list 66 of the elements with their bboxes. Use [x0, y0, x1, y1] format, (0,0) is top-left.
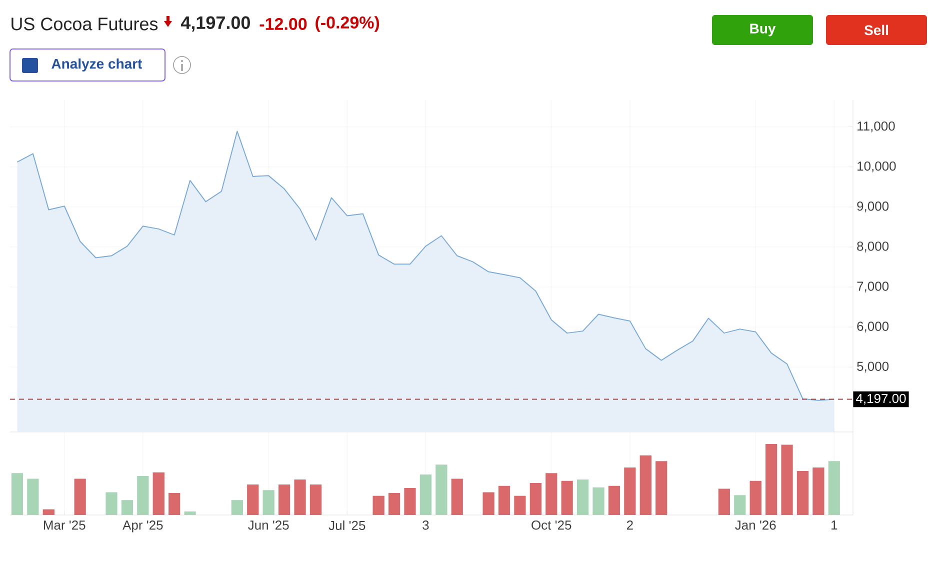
y-tick-label: 10,000	[858, 161, 896, 172]
bar	[482, 492, 494, 515]
bar	[74, 478, 86, 515]
text: 4,197.00	[180, 16, 250, 32]
bar	[498, 486, 510, 515]
x-tick-label: Jul '25	[328, 520, 366, 530]
bar	[372, 496, 384, 515]
bar	[247, 484, 259, 515]
bar	[11, 473, 24, 515]
bar	[608, 486, 620, 515]
bar	[137, 476, 149, 515]
bar	[152, 472, 164, 515]
bar	[404, 488, 416, 515]
x-tick-label: Oct '25	[532, 520, 572, 530]
bar	[27, 478, 39, 515]
x-tick-label: 2	[626, 520, 633, 530]
bar	[310, 484, 322, 515]
x-tick-label: 3	[422, 520, 429, 530]
bar	[168, 492, 180, 515]
y-tick-label: 9,000	[857, 202, 889, 212]
bar	[451, 478, 463, 515]
bar	[750, 480, 762, 515]
text: Sell	[864, 24, 888, 36]
bar	[576, 480, 589, 515]
bar	[420, 474, 432, 515]
y-tick-label: 5,000	[857, 362, 889, 372]
bar	[561, 480, 573, 515]
bar	[388, 492, 400, 515]
bar	[640, 455, 652, 515]
y-tick-label: 8,000	[857, 242, 889, 252]
text: Buy	[750, 24, 776, 36]
text: (-0.29%)	[316, 16, 380, 32]
x-tick-label: Jun '25	[248, 520, 289, 530]
chart-title: US Cocoa Futures	[12, 18, 158, 30]
text: Analyze chart	[52, 58, 142, 72]
text: -12.00	[260, 18, 307, 30]
bar	[294, 480, 306, 515]
x-tick-label: Mar '25	[44, 520, 86, 530]
bar	[656, 461, 668, 515]
bar	[121, 500, 134, 515]
bar	[231, 500, 243, 515]
y-tick-label: 6,000	[857, 322, 889, 332]
bar	[514, 496, 526, 515]
bar	[796, 471, 809, 515]
bar	[781, 444, 793, 515]
bar	[828, 461, 840, 515]
ref-line-label: 4,197.00	[856, 394, 906, 405]
bar	[718, 488, 730, 515]
bar	[546, 473, 558, 515]
bar	[812, 467, 824, 515]
bar	[184, 511, 196, 515]
x-tick-label: Apr '25	[122, 520, 163, 532]
x-tick-label: 1	[832, 520, 838, 530]
bar	[42, 509, 54, 515]
bar	[734, 495, 746, 515]
y-tick-label: 7,000	[857, 282, 889, 292]
bar	[436, 464, 448, 515]
bar	[106, 492, 118, 515]
bar	[278, 484, 290, 515]
bar	[262, 490, 274, 515]
bar	[624, 467, 636, 515]
y-tick-label: 11,000	[858, 121, 895, 132]
bar	[530, 483, 542, 515]
x-tick-label: Jan '26	[735, 520, 776, 530]
bar	[592, 487, 604, 515]
bar	[766, 444, 778, 515]
